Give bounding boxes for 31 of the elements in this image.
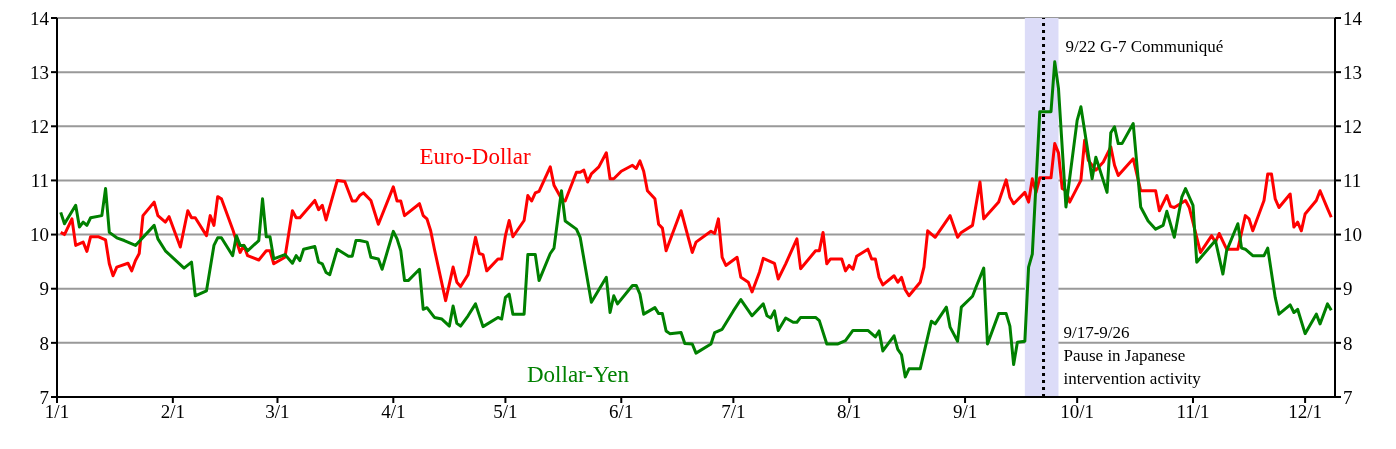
x-tick-label: 5/1 [493,401,518,423]
x-tick-label: 2/1 [160,401,185,423]
y-tick-label: 12 [30,116,49,138]
y2-tick-label: 11 [1343,170,1362,192]
x-tick-label: 10/1 [1060,401,1095,423]
y2-tick-label: 9 [1343,278,1353,300]
y2-tick-label: 14 [1343,7,1363,29]
x-tick-label: 12/1 [1288,401,1322,423]
y2-tick-label: 13 [1343,61,1362,83]
y-tick-label: 9 [39,278,49,300]
x-tick-label: 7/1 [721,401,746,423]
x-tick-label: 1/1 [44,401,70,423]
y-tick-label: 8 [39,332,49,354]
x-tick-label: 11/1 [1176,401,1210,423]
x-tick-label: 4/1 [381,401,406,423]
y2-tick-label: 10 [1343,224,1362,246]
x-tick-label: 6/1 [609,401,634,423]
y2-tick-label: 12 [1343,116,1362,138]
x-tick-label: 9/1 [952,401,978,423]
y-tick-label: 10 [30,224,49,246]
y2-tick-label: 8 [1343,332,1353,354]
y-tick-label: 13 [30,61,49,83]
y-tick-label: 11 [30,170,49,192]
band-label: 9/17-9/26 Pause in Japanese intervention activity [1063,323,1202,388]
y2-tick-label: 7 [1343,386,1353,408]
series-label: Euro-Dollar [419,144,531,170]
x-tick-label: 3/1 [265,401,290,423]
x-tick-label: 8/1 [837,401,862,423]
y-tick-label: 14 [30,7,50,29]
ref-line-label: 9/22 G-7 Communiqué [1065,37,1224,56]
text: Dollar-Yen [527,362,629,388]
